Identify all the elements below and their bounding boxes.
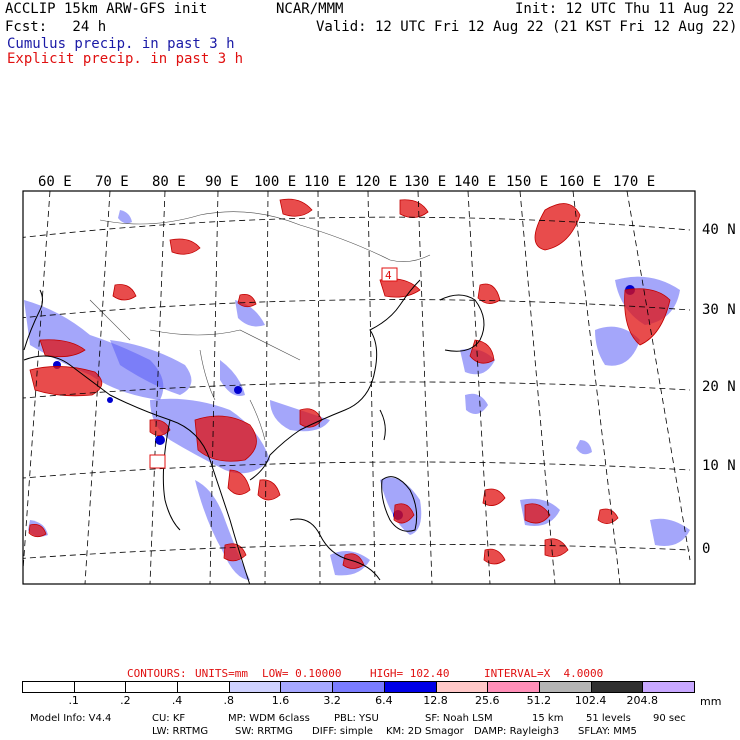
coastlines	[23, 279, 485, 584]
colorbar-swatch	[383, 681, 437, 693]
footer-resolution: 15 km	[532, 713, 564, 724]
lat-label-40n: 40 N	[702, 222, 736, 238]
colorbar-label: 12.8	[423, 694, 448, 707]
colorbar-label: 25.6	[474, 694, 500, 707]
colorbar-label: 102.4	[574, 694, 607, 707]
footer-damp: DAMP: Rayleigh3	[474, 726, 560, 737]
explicit-precip-areas	[28, 198, 671, 569]
lat-label-20n: 20 N	[702, 379, 736, 395]
contours-heading: CONTOURS:	[127, 667, 187, 680]
contours-low: LOW= 0.10000	[262, 667, 342, 680]
colorbar-label: .1	[68, 694, 79, 707]
footer-cu: CU: KF	[152, 713, 186, 724]
forecast-hour: Fcst: 24 h	[5, 19, 107, 35]
product-title: ACCLIP 15km ARW-GFS init	[5, 1, 208, 17]
footer-sflay: SFLAY: MM5	[578, 726, 637, 737]
footer-model-info: Model Info: V4.4	[30, 713, 112, 724]
colorbar-swatch	[22, 681, 75, 693]
footer-mp: MP: WDM 6class	[228, 713, 310, 724]
lon-label-140e: 140 E	[454, 174, 496, 190]
contour-label-1-text: 4	[385, 269, 392, 282]
colorbar-swatch	[280, 681, 334, 693]
valid-time: Valid: 12 UTC Fri 12 Aug 22 (21 KST Fri …	[316, 19, 738, 35]
colorbar-swatch	[125, 681, 179, 693]
lon-label-130e: 130 E	[404, 174, 446, 190]
colorbar-swatch	[332, 681, 385, 693]
heavy-cumulus-spots	[53, 285, 635, 520]
footer-pbl: PBL: YSU	[334, 713, 379, 724]
lon-label-170e: 170 E	[613, 174, 655, 190]
colorbar-label: .8	[223, 694, 235, 707]
colorbar-label: 3.2	[323, 694, 341, 707]
lon-label-90e: 90 E	[205, 174, 239, 190]
lon-label-80e: 80 E	[152, 174, 186, 190]
contours-high: HIGH= 102.40	[370, 667, 450, 680]
lon-label-120e: 120 E	[355, 174, 397, 190]
center-name: NCAR/MMM	[276, 1, 344, 17]
footer-km: KM: 2D Smagor	[386, 726, 464, 737]
graticule	[23, 191, 691, 584]
map-frame	[22, 190, 696, 585]
footer-diff: DIFF: simple	[312, 726, 373, 737]
colorbar-unit: mm	[700, 695, 722, 708]
lon-label-60e: 60 E	[38, 174, 72, 190]
lon-label-160e: 160 E	[559, 174, 601, 190]
colorbar-swatch	[538, 681, 592, 693]
colorbar-label: 204.8	[626, 694, 659, 707]
colorbar-swatch	[177, 681, 230, 693]
lat-label-10n: 10 N	[702, 458, 736, 474]
colorbar-swatch	[435, 681, 489, 693]
contours-interval: INTERVAL=X 4.0000	[484, 667, 604, 680]
contour-label-1: 4	[381, 267, 398, 282]
colorbar-swatch	[73, 681, 127, 693]
colorbar-label: 1.6	[271, 694, 290, 707]
colorbar-swatch	[487, 681, 540, 693]
colorbar-label: .4	[171, 694, 183, 707]
lon-label-110e: 110 E	[304, 174, 346, 190]
explicit-legend: Explicit precip. in past 3 h	[7, 51, 244, 67]
colorbar-label: .2	[120, 694, 131, 707]
colorbar-swatch	[642, 681, 695, 693]
lat-label-30n: 30 N	[702, 302, 736, 318]
footer-sf: SF: Noah LSM	[425, 713, 493, 724]
lat-label-0: 0	[702, 541, 710, 557]
footer-levels: 51 levels	[586, 713, 631, 724]
lon-label-100e: 100 E	[254, 174, 296, 190]
colorbar-swatch	[590, 681, 644, 693]
lon-label-70e: 70 E	[95, 174, 129, 190]
footer-lw: LW: RRTMG	[152, 726, 209, 737]
colorbar-label: 6.4	[375, 694, 393, 707]
colorbar-label: 51.2	[526, 694, 552, 707]
init-time: Init: 12 UTC Thu 11 Aug 22	[515, 1, 735, 17]
contour-label-2	[149, 454, 166, 469]
contours-units: UNITS=mm	[195, 667, 248, 680]
footer-sw: SW: RRTMG	[235, 726, 293, 737]
colorbar-swatch	[228, 681, 282, 693]
lon-label-150e: 150 E	[506, 174, 548, 190]
footer-timestep: 90 sec	[653, 713, 686, 724]
cumulus-precip-areas	[24, 210, 690, 580]
cumulus-legend: Cumulus precip. in past 3 h	[7, 36, 235, 52]
